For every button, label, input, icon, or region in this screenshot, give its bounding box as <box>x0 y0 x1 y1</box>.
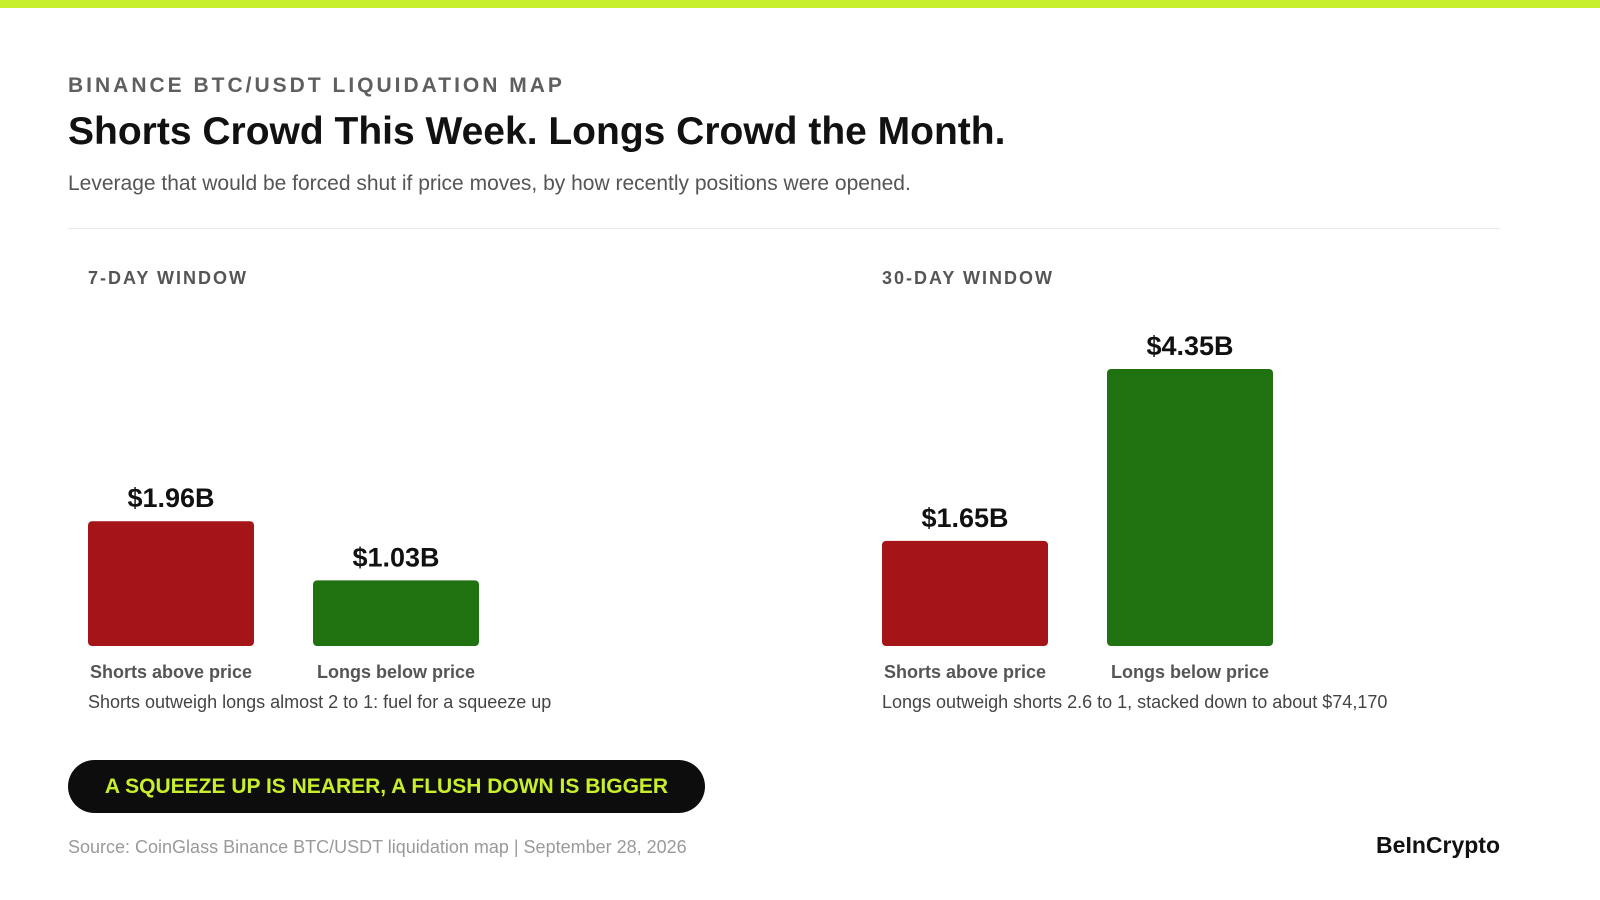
callout-text: A SQUEEZE UP IS NEARER, A FLUSH DOWN IS … <box>104 774 669 798</box>
brand-logo: BeInCrypto <box>1376 832 1500 858</box>
category-label: Shorts above price <box>90 662 252 682</box>
bar-value-label: $1.96B <box>127 483 214 513</box>
bar-chart-30-day: $1.65B Shorts above price $4.35B Longs belo… <box>882 331 1273 682</box>
bar-shorts <box>88 521 254 646</box>
accent-top-bar <box>0 0 1600 8</box>
panel-title: 30-DAY WINDOW <box>882 268 1055 288</box>
chart-panel-30-day: 30-DAY WINDOW $1.65B Shorts above price $4… <box>862 240 1562 730</box>
panel-title: 7-DAY WINDOW <box>88 268 249 288</box>
bar-value-label: $4.35B <box>1146 331 1233 361</box>
source-note: Source: CoinGlass Binance BTC/USDT liqui… <box>68 837 687 857</box>
bar-longs <box>313 580 479 646</box>
bar-value-label: $1.65B <box>921 503 1008 533</box>
divider <box>68 228 1500 229</box>
category-label: Longs below price <box>317 662 475 682</box>
panel-note: Shorts outweigh longs almost 2 to 1: fue… <box>88 692 552 712</box>
callout-pill: A SQUEEZE UP IS NEARER, A FLUSH DOWN IS … <box>68 760 705 813</box>
bar-value-label: $1.03B <box>352 542 439 572</box>
bar-shorts <box>882 540 1048 646</box>
bar-chart-7-day: $1.96B Shorts above price $1.03B Longs belo… <box>88 483 479 682</box>
category-label: Longs below price <box>1111 662 1269 682</box>
subtitle: Leverage that would be forced shut if pr… <box>68 172 911 195</box>
chart-panel-7-day: 7-DAY WINDOW $1.96B Shorts above price $1.… <box>68 240 768 730</box>
kicker: BINANCE BTC/USDT LIQUIDATION MAP <box>68 74 565 97</box>
category-label: Shorts above price <box>884 662 1046 682</box>
bar-longs <box>1107 369 1273 646</box>
page-title: Shorts Crowd This Week. Longs Crowd the … <box>68 110 1006 153</box>
panel-note: Longs outweigh shorts 2.6 to 1, stacked … <box>882 692 1388 712</box>
